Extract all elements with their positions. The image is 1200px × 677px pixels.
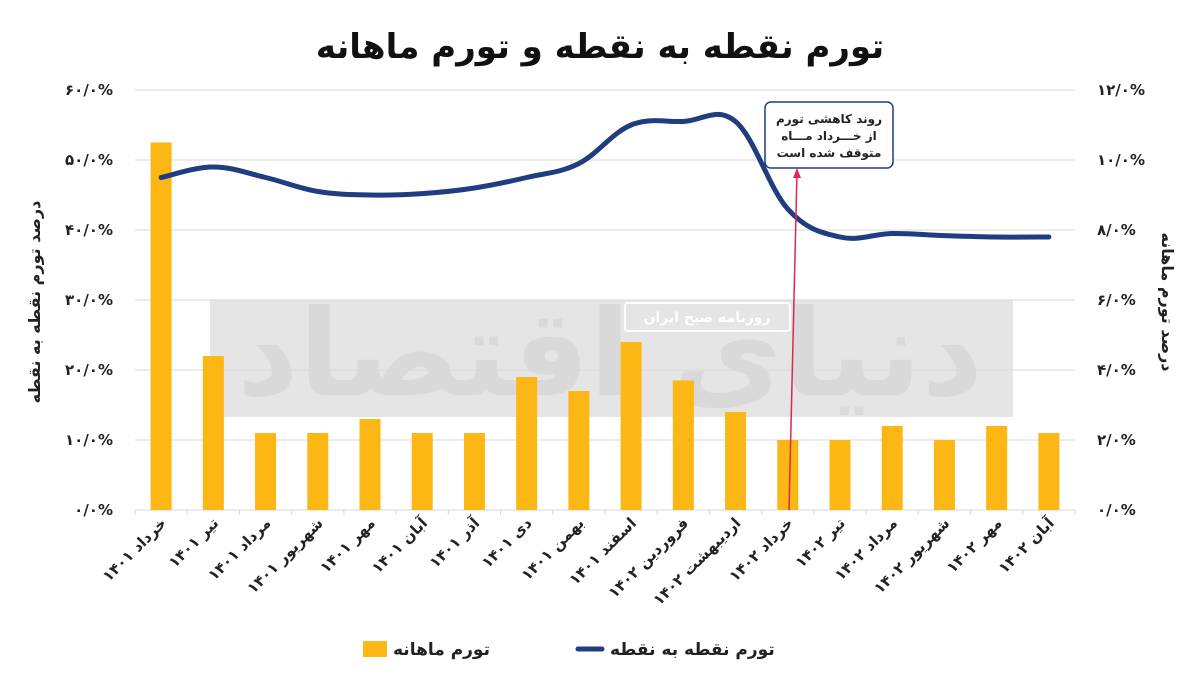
annotation: روند کاهشی تورم از خـــرداد مـــاه متوقف… [764,101,894,511]
category-label: آبان ۱۴۰۱ [368,513,432,577]
left-tick-label: ۵۰/۰% [65,151,113,169]
bar [1038,433,1060,510]
right-tick-label: ۱۲/۰% [1097,81,1145,99]
category-label: مهر ۱۴۰۲ [943,514,1005,576]
annotation-arrowhead [793,168,801,178]
line-series [158,111,1052,241]
annotation-line-3: متوقف شده است [777,146,882,161]
bar [202,356,224,510]
bar [568,391,590,510]
annotation-pointer [788,171,798,511]
left-tick-label: ۴۰/۰% [65,221,113,239]
bar [881,426,903,510]
annotation-line-1: روند کاهشی تورم [776,112,882,127]
bar [672,380,694,510]
line-path [158,111,1052,241]
bar [359,419,381,510]
bar-series [150,142,1060,510]
legend: تورم ماهانه تورم نقطه به نقطه [363,640,775,660]
bar [829,440,851,510]
annotation-line-2: از خـــرداد مـــاه [781,129,877,143]
bar [777,440,799,510]
right-tick-label: ۲/۰% [1097,431,1136,449]
watermark-band [210,300,1013,417]
right-tick-label: ۱۰/۰% [1097,151,1145,169]
left-axis-label: درصد تورم نقطه به نقطه [25,201,44,404]
category-label: اردیبهشت ۱۴۰۲ [650,514,745,609]
right-tick-label: ۴/۰% [1097,361,1136,379]
right-tick-label: ۶/۰% [1097,291,1136,309]
left-tick-label: ۰/۰% [74,501,113,519]
bar [150,142,172,510]
watermark: دنیای اقتصاد روزنامه صبح ایران [210,285,1013,424]
category-label: خرداد ۱۴۰۱ [99,514,170,585]
bar [255,433,277,510]
right-tick-label: ۸/۰% [1097,221,1136,239]
chart-title: تورم نقطه به نقطه و تورم ماهانه [316,27,884,67]
bar [463,433,485,510]
right-tick-label: ۰/۰% [1097,501,1136,519]
legend-swatch-bar [363,641,387,657]
category-label: آبان ۱۴۰۲ [995,513,1059,577]
bar [516,377,538,510]
watermark-logo: دنیای اقتصاد [237,285,983,424]
bar [411,433,433,510]
bar [933,440,955,510]
left-tick-label: ۳۰/۰% [65,291,113,309]
category-label: آذر ۱۴۰۱ [426,513,484,571]
bar [725,412,747,510]
legend-label-line: تورم نقطه به نقطه [610,640,775,660]
gridlines [134,89,1076,515]
annotation-box [764,101,894,169]
left-tick-label: ۶۰/۰% [65,81,113,99]
watermark-badge [624,302,791,332]
bar [986,426,1008,510]
right-axis-label: درصد تورم ماهانه [1158,233,1177,372]
bar [620,342,642,510]
watermark-badge-text: روزنامه صبح ایران [643,310,770,326]
left-axis-ticks: ۰/۰% ۱۰/۰% ۲۰/۰% ۳۰/۰% ۴۰/۰% ۵۰/۰% ۶۰/۰% [65,81,113,519]
left-tick-label: ۲۰/۰% [65,361,113,379]
right-axis-ticks: ۰/۰% ۲/۰% ۴/۰% ۶/۰% ۸/۰% ۱۰/۰% ۱۲/۰% [1097,81,1145,519]
legend-label-bar: تورم ماهانه [393,640,490,660]
left-tick-label: ۱۰/۰% [65,431,113,449]
category-label: مهر ۱۴۰۱ [316,514,378,576]
bar [307,433,329,510]
